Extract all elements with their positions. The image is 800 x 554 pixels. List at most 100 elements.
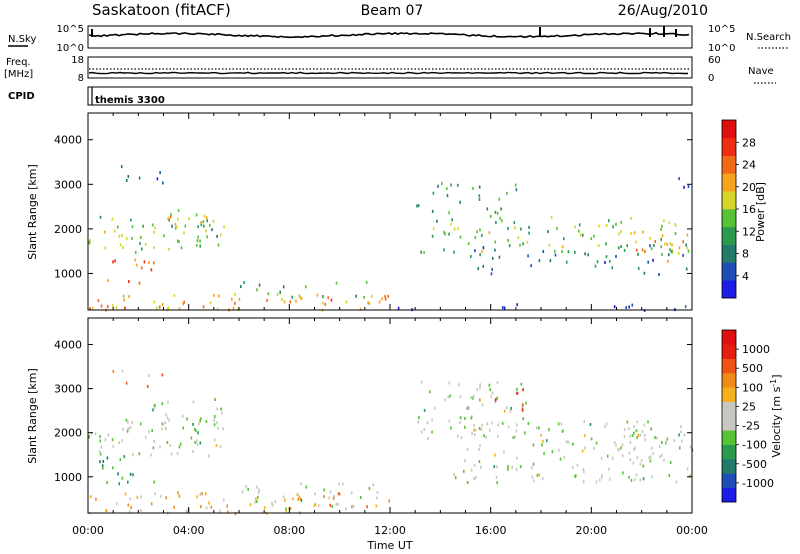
velocity-data-point bbox=[673, 439, 676, 443]
velocity-data-point bbox=[659, 455, 661, 459]
velocity-data-point bbox=[541, 477, 544, 481]
velocity-data-point bbox=[292, 497, 294, 501]
velocity-data-point bbox=[490, 395, 492, 399]
velocity-data-point bbox=[201, 492, 203, 496]
velocity-data-point bbox=[516, 387, 518, 391]
power-data-point bbox=[316, 293, 319, 297]
power-data-point bbox=[141, 247, 143, 251]
velocity-data-point bbox=[90, 431, 93, 435]
power-data-point bbox=[482, 264, 485, 268]
velocity-data-point bbox=[473, 477, 475, 481]
velocity-data-point bbox=[651, 475, 653, 479]
velocity-data-point bbox=[599, 478, 601, 482]
power-data-point bbox=[161, 303, 164, 306]
velocity-data-point bbox=[593, 446, 595, 450]
velocity-data-point bbox=[635, 429, 638, 433]
velocity-data-point bbox=[144, 435, 147, 439]
velocity-data-point bbox=[274, 500, 277, 504]
velocity-data-point bbox=[643, 433, 646, 437]
power-data-point bbox=[152, 261, 155, 265]
velocity-data-point bbox=[102, 459, 105, 463]
velocity-data-point bbox=[615, 443, 617, 447]
power-data-point bbox=[128, 295, 130, 298]
velocity-data-point bbox=[176, 451, 179, 455]
power-data-point bbox=[685, 267, 688, 271]
power-data-point bbox=[590, 237, 593, 241]
power-data-point bbox=[481, 250, 483, 254]
power-data-point bbox=[417, 204, 420, 208]
velocity-colorbar-frame bbox=[721, 329, 737, 503]
velocity-data-point bbox=[112, 466, 114, 470]
velocity-data-point bbox=[531, 475, 534, 479]
power-data-point bbox=[608, 259, 611, 263]
velocity-data-point bbox=[686, 467, 689, 471]
power-data-point bbox=[474, 249, 476, 253]
power-data-point bbox=[682, 253, 684, 257]
velocity-data-point bbox=[112, 369, 115, 373]
velocity-data-point bbox=[608, 477, 611, 481]
velocity-ytick-label: 4000 bbox=[54, 338, 82, 351]
power-data-point bbox=[636, 248, 638, 252]
velocity-data-point bbox=[551, 450, 554, 454]
power-ylabel: Slant Range [km] bbox=[26, 164, 39, 260]
velocity-data-point bbox=[125, 418, 128, 422]
power-data-point bbox=[384, 295, 386, 299]
velocity-data-point bbox=[160, 494, 162, 498]
power-data-point bbox=[565, 260, 568, 264]
velocity-data-point bbox=[504, 409, 506, 413]
power-data-point bbox=[163, 234, 165, 238]
velocity-data-points bbox=[88, 369, 694, 516]
velocity-data-point bbox=[88, 435, 91, 439]
velocity-data-point bbox=[173, 505, 175, 509]
velocity-data-point bbox=[605, 422, 608, 426]
power-data-point bbox=[151, 223, 154, 227]
power-data-point bbox=[457, 183, 459, 187]
velocity-data-point bbox=[132, 473, 134, 477]
velocity-data-point bbox=[420, 430, 423, 434]
velocity-data-point bbox=[431, 418, 433, 422]
power-data-point bbox=[188, 217, 190, 221]
velocity-data-point bbox=[642, 464, 645, 468]
velocity-colorbar-tick-label: -1000 bbox=[742, 477, 774, 490]
velocity-colorbar-tick-label: -100 bbox=[742, 439, 767, 452]
velocity-data-point bbox=[558, 448, 560, 452]
velocity-data-point bbox=[154, 492, 156, 496]
velocity-data-point bbox=[639, 433, 642, 437]
velocity-data-point bbox=[633, 431, 635, 435]
power-data-point bbox=[175, 226, 177, 230]
velocity-ytick-label: 3000 bbox=[54, 383, 82, 396]
velocity-data-point bbox=[366, 505, 368, 509]
velocity-data-point bbox=[166, 440, 169, 444]
power-data-point bbox=[113, 229, 116, 233]
power-data-point bbox=[605, 242, 607, 246]
velocity-data-point bbox=[131, 453, 134, 457]
velocity-data-point bbox=[139, 422, 142, 426]
velocity-data-point bbox=[129, 472, 132, 476]
power-colorbar-tick-label: 16 bbox=[742, 203, 756, 216]
velocity-data-point bbox=[652, 451, 654, 455]
power-data-point bbox=[446, 194, 449, 198]
power-data-point bbox=[482, 246, 485, 249]
power-data-point bbox=[488, 231, 491, 235]
date-title: 26/Aug/2010 bbox=[618, 3, 708, 19]
power-colorbar-tick-label: 12 bbox=[742, 225, 756, 238]
velocity-data-point bbox=[107, 433, 110, 437]
freq-label-line2: [MHz] bbox=[4, 69, 33, 80]
power-data-point bbox=[416, 204, 418, 208]
power-data-point bbox=[671, 243, 673, 247]
power-data-point bbox=[668, 253, 670, 257]
velocity-data-point bbox=[466, 481, 469, 484]
velocity-data-point bbox=[375, 504, 378, 508]
velocity-data-point bbox=[372, 483, 375, 487]
power-data-point bbox=[432, 227, 435, 231]
power-data-point bbox=[678, 246, 681, 250]
velocity-data-point bbox=[623, 428, 626, 431]
power-data-point bbox=[432, 191, 435, 195]
velocity-data-point bbox=[153, 439, 155, 443]
power-data-point bbox=[371, 294, 373, 298]
velocity-data-point bbox=[557, 422, 560, 426]
power-data-point bbox=[451, 218, 453, 222]
velocity-data-point bbox=[476, 388, 478, 392]
velocity-data-point bbox=[636, 420, 639, 424]
power-data-point bbox=[642, 230, 644, 234]
